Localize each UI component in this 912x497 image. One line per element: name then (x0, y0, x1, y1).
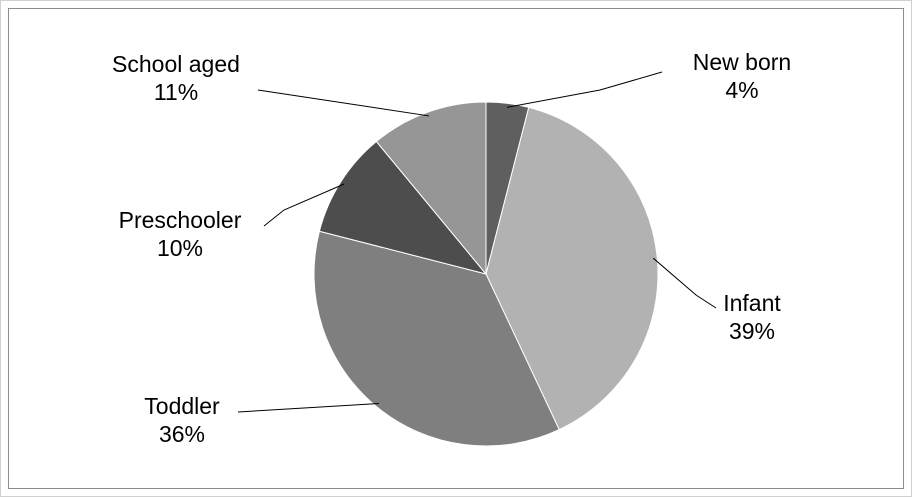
leader-line-school-aged (257, 89, 430, 117)
leader-line-new-born (506, 71, 663, 108)
leader-line-preschooler (263, 183, 345, 227)
leader-lines (237, 71, 717, 413)
slice-percent-school-aged: 11% (154, 79, 198, 105)
pie-slices (313, 101, 659, 447)
slice-school-aged (375, 101, 487, 276)
slice-label-school-aged: School aged (112, 51, 240, 77)
slice-percent-new-born: 4% (725, 77, 758, 103)
slice-percent-preschooler: 10% (157, 235, 203, 261)
slice-preschooler (318, 140, 488, 275)
slice-toddler (313, 230, 560, 447)
leader-line-infant (652, 257, 717, 309)
slice-percent-toddler: 36% (159, 421, 205, 447)
slice-percent-infant: 39% (729, 318, 775, 344)
slice-label-new-born: New born (693, 49, 791, 75)
leader-line-toddler (237, 402, 379, 413)
slice-label-toddler: Toddler (144, 393, 220, 419)
slice-label-infant: Infant (723, 290, 781, 316)
slice-label-preschooler: Preschooler (119, 207, 242, 233)
slice-infant (485, 106, 659, 431)
